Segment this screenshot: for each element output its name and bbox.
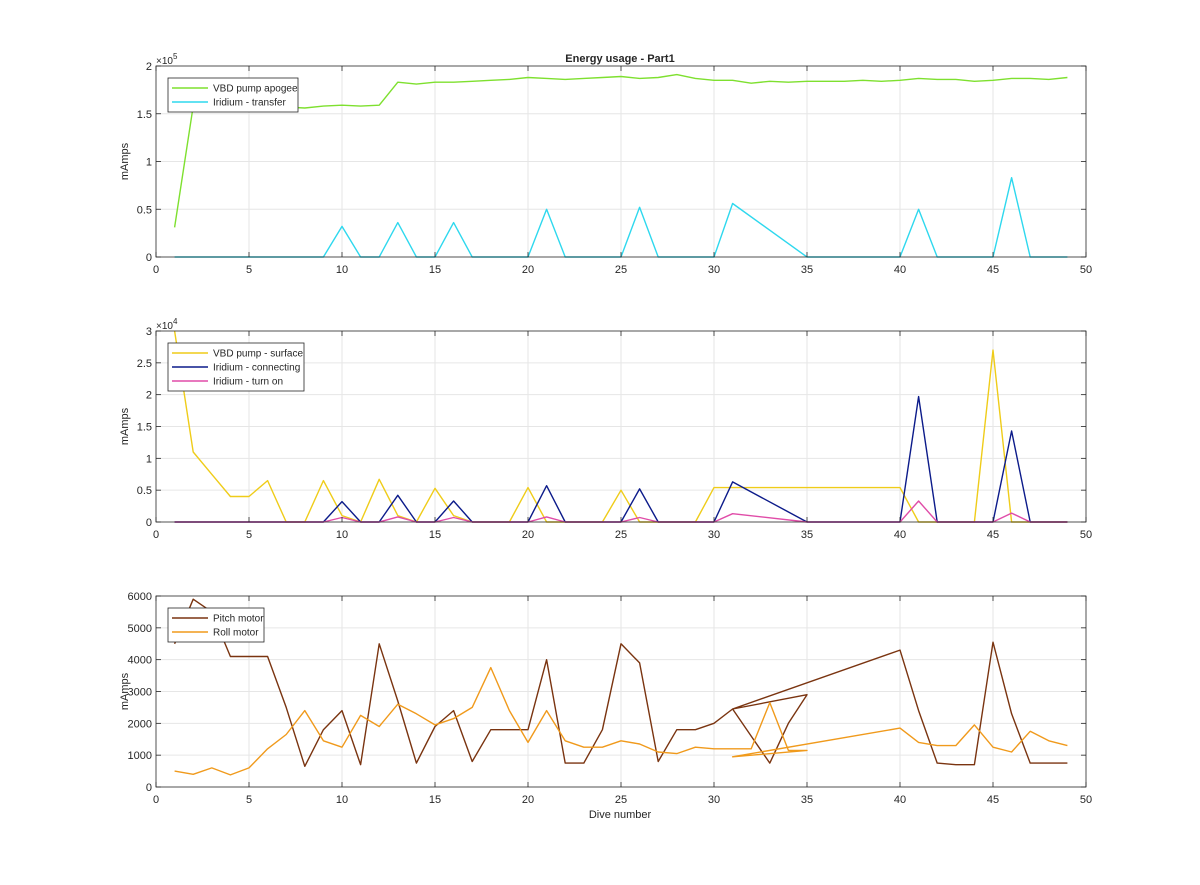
series-line-3-1 (173, 598, 1068, 767)
x-tick-label: 45 (987, 264, 999, 276)
chart-3: 0 5 10 15 20 25 30 35 40 45 50 0 1000 2000 3000 4000 500… (119, 591, 1092, 806)
y-tick-label: 1 (146, 453, 152, 465)
y-tick-label: 0.5 (137, 485, 152, 497)
y-tick-label: 0.5 (137, 204, 152, 216)
figure-title: Energy usage - Part1 (565, 53, 674, 65)
x-tick-label: 20 (522, 529, 534, 541)
y-tick-label: 0 (146, 517, 152, 529)
x-tick-label: 40 (894, 794, 906, 806)
x-tick-label: 0 (153, 529, 159, 541)
y-tick-label: 2000 (128, 718, 152, 730)
legend: VBD pump apogee Iridium - transfer (167, 77, 299, 113)
legend: Pitch motor Roll motor (167, 607, 265, 643)
chart-2: 0 5 10 15 20 25 30 35 40 45 50 0 0.5 1 1.5 2 2.5 3 ×104 mAm… (119, 317, 1092, 541)
x-tick-label: 0 (153, 794, 159, 806)
legend-entry: Roll motor (213, 628, 259, 639)
legend-entry: VBD pump - surface (213, 349, 303, 360)
x-tick-label: 10 (336, 529, 348, 541)
x-tick-label: 45 (987, 794, 999, 806)
x-tick-label: 45 (987, 529, 999, 541)
y-tick-label: 6000 (128, 591, 152, 603)
x-tick-label: 15 (429, 529, 441, 541)
y-tick-label: 2 (146, 390, 152, 402)
x-tick-label: 5 (246, 529, 252, 541)
x-tick-label: 0 (153, 264, 159, 276)
y-tick-label: 1000 (128, 750, 152, 762)
x-tick-label: 15 (429, 264, 441, 276)
x-tick-label: 5 (246, 794, 252, 806)
legend-entry: Iridium - transfer (213, 98, 286, 109)
x-tick-label: 25 (615, 529, 627, 541)
legend-entry: Iridium - connecting (213, 363, 300, 374)
y-axis-label: mAmps (119, 407, 131, 445)
y-tick-label: 0 (146, 252, 152, 264)
y-tick-label: 1.5 (137, 422, 152, 434)
y-tick-label: 2.5 (137, 358, 152, 370)
x-tick-label: 10 (336, 264, 348, 276)
x-tick-label: 5 (246, 264, 252, 276)
y-tick-label: 1.5 (137, 109, 152, 121)
x-tick-label: 10 (336, 794, 348, 806)
y-tick-label: 3000 (128, 687, 152, 699)
x-tick-label: 20 (522, 264, 534, 276)
series-line-3-2 (174, 666, 1068, 776)
legend: VBD pump - surface Iridium - connecting Ir… (167, 342, 305, 392)
y-axis-label: mAmps (119, 142, 131, 180)
series-line-1-1 (173, 73, 1068, 228)
y-exponent-label: ×104 (156, 317, 178, 332)
x-tick-label: 30 (708, 529, 720, 541)
y-tick-label: 1 (146, 157, 152, 169)
y-tick-label: 4000 (128, 655, 152, 667)
legend-entry: VBD pump apogee (213, 84, 298, 95)
legend-entry: Pitch motor (213, 614, 264, 625)
x-tick-label: 40 (894, 264, 906, 276)
x-tick-label: 40 (894, 529, 906, 541)
y-tick-label: 2 (146, 61, 152, 73)
x-tick-label: 30 (708, 794, 720, 806)
x-tick-label: 35 (801, 794, 813, 806)
x-tick-label: 50 (1080, 529, 1092, 541)
x-tick-label: 50 (1080, 264, 1092, 276)
x-tick-label: 20 (522, 794, 534, 806)
x-tick-label: 15 (429, 794, 441, 806)
legend-entry: Iridium - turn on (213, 377, 283, 388)
x-tick-label: 50 (1080, 794, 1092, 806)
y-tick-label: 0 (146, 782, 152, 794)
y-tick-label: 3 (146, 326, 152, 338)
x-tick-label: 25 (615, 794, 627, 806)
y-exponent-label: ×105 (156, 52, 178, 67)
y-axis-label: mAmps (119, 672, 131, 710)
y-tick-label: 5000 (128, 623, 152, 635)
x-tick-label: 25 (615, 264, 627, 276)
x-axis-label: Dive number (589, 809, 652, 821)
x-tick-label: 35 (801, 264, 813, 276)
x-tick-label: 30 (708, 264, 720, 276)
chart-1: 0 5 10 15 20 25 30 35 40 45 50 0 0.5 1 1.5 2 ×105 mAmps VB… (119, 52, 1092, 276)
legend-box (167, 607, 265, 643)
legend-box (167, 77, 299, 113)
x-tick-label: 35 (801, 529, 813, 541)
